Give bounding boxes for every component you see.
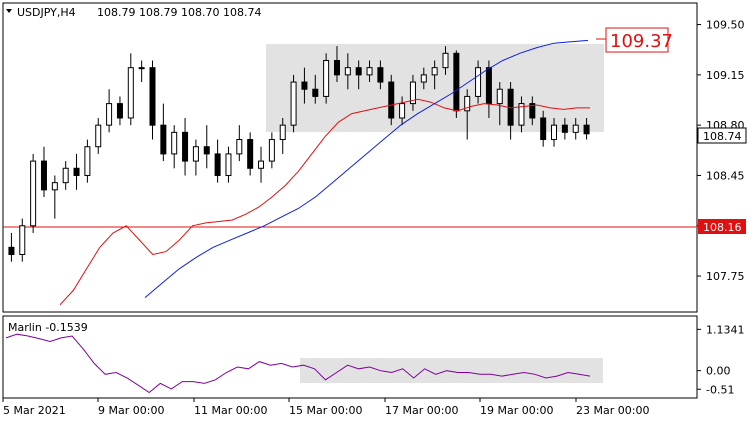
candle-bear [301,81,308,90]
indicator-label: Marlin -0.1539 [8,321,88,334]
candle-bull [551,124,558,141]
time-tick-label: 5 Mar 2021 [3,404,66,417]
candle-bull [475,67,482,97]
dropdown-triangle-icon[interactable] [6,9,12,13]
indicator-tick-label: -0.51 [706,383,734,396]
candle-bull [409,81,416,105]
time-tick-label: 9 Mar 00:00 [98,404,164,417]
candle-bear [116,103,123,119]
time-tick-label: 15 Mar 00:00 [289,404,362,417]
candle-bear [73,167,80,176]
candle-bull [236,139,243,155]
price-tick-label: 108.45 [706,169,745,182]
level-price-text: 108.16 [703,221,742,234]
candle-bull [62,167,69,184]
candle-bull [258,160,265,169]
candle-bull [290,81,297,126]
candles-group [8,46,590,262]
ma-fast-line [59,98,590,306]
time-tick-label: 23 Mar 00:00 [576,404,649,417]
candle-bear [355,67,362,76]
candle-bear [160,124,167,155]
ma-slow-line [144,39,589,298]
candle-bull [366,67,373,76]
candle-bear [561,124,568,133]
price-tick-label: 109.50 [706,19,745,32]
candle-bull [30,160,37,227]
time-tick-label: 19 Mar 00:00 [480,404,553,417]
indicator-tick-label: 1.1341 [706,323,745,336]
candle-bear [377,67,384,83]
candle-bull [420,74,427,83]
candle-bear [8,246,15,256]
candle-bull [323,59,330,97]
candle-bull [51,182,58,191]
candle-bull [225,153,232,176]
ohlc-readout: 108.79 108.79 108.70 108.74 [97,6,261,19]
level-price-badge [698,219,746,234]
candle-bull [106,103,113,126]
candle-bear [333,59,340,76]
candle-bull [496,88,503,105]
candle-bull [127,67,134,119]
candle-bear [453,52,460,112]
candle-bull [171,131,178,155]
candle-bear [40,160,47,191]
candle-bear [203,146,210,155]
candle-bear [388,81,395,119]
candle-bear [540,117,547,141]
current-price-text: 108.74 [703,130,742,143]
target-price-box [605,27,669,53]
oscillator-range-box [300,358,603,383]
candle-bear [247,139,254,169]
price-tick-label: 107.75 [706,270,745,283]
candle-bull [84,146,91,176]
candle-bear [529,103,536,119]
symbol-timeframe: USDJPY,H4 [17,6,76,19]
target-price-text: 109.37 [610,31,673,52]
candle-bull [572,124,579,133]
indicator-tick-label: 0.00 [706,365,731,378]
candle-bull [95,124,102,148]
candle-bear [182,131,189,162]
candle-bull [442,52,449,69]
time-tick-label: 11 Mar 00:00 [194,404,267,417]
candle-bear [149,67,156,126]
candle-bull [399,103,406,119]
candle-bull [19,225,26,256]
candle-bull [268,139,275,162]
oscillator-line [5,333,591,394]
candle-bear [214,153,221,176]
candle-bull [464,95,471,112]
time-axis: 5 Mar 2021 9 Mar 00:00 11 Mar 00:00 15 Mar … [2,398,649,417]
indicator-axis: 1.1341 0.00 -0.51 [697,323,745,396]
candle-bear [485,67,492,105]
indicator-pane-frame [2,315,698,399]
price-tick-label: 109.15 [706,69,745,82]
candle-bear [312,88,319,97]
candle-bull [431,67,438,76]
candle-bull [192,146,199,162]
candle-bull [518,103,525,126]
current-price-badge [697,127,747,144]
candle-bull [138,67,145,70]
candle-bull [279,124,286,141]
candle-bear [583,124,590,135]
candle-bull [344,67,351,76]
time-tick-label: 17 Mar 00:00 [385,404,458,417]
